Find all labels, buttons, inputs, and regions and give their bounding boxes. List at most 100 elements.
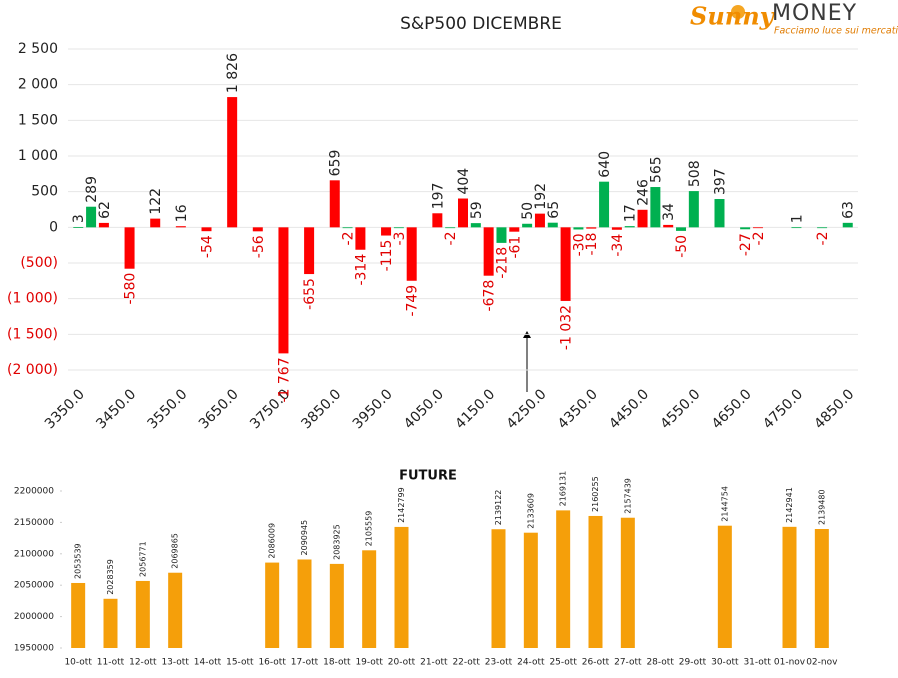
value-label: -34: [610, 234, 626, 257]
y-tick-label: 2150000: [14, 518, 54, 528]
value-label: -3: [392, 232, 408, 246]
value-label: 2133609: [526, 493, 535, 529]
bar: [98, 222, 109, 228]
value-label: 34: [661, 203, 677, 221]
bar: [620, 517, 635, 648]
bar: [637, 209, 648, 228]
x-tick-label: 4150.0: [452, 386, 498, 432]
value-label: -678: [482, 280, 498, 312]
bar: [150, 218, 161, 228]
bar: [752, 227, 763, 229]
value-label: -1 032: [559, 305, 575, 350]
y-tick-label: (1 500): [7, 326, 58, 342]
value-label: 2169131: [559, 471, 568, 507]
x-tick-label: 21-ott: [420, 658, 448, 668]
bar: [432, 213, 443, 228]
bar: [663, 224, 674, 228]
value-label: 63: [841, 201, 857, 219]
logo-tagline: Facciamo luce sui mercati: [774, 26, 898, 37]
bar: [483, 227, 494, 276]
value-label: 122: [148, 188, 164, 215]
x-tick-label: 11-ott: [97, 658, 125, 668]
y-tick-label: (2 000): [7, 362, 58, 378]
logo-sun: [731, 5, 745, 19]
value-label: -50: [674, 235, 690, 258]
bar: [393, 227, 404, 229]
bar: [458, 198, 468, 228]
bar: [814, 529, 829, 648]
bar: [297, 559, 312, 648]
value-label: 2105559: [365, 511, 374, 547]
value-label: 2139480: [817, 489, 826, 525]
value-label: -56: [251, 235, 267, 258]
value-label: -2: [751, 231, 767, 245]
x-tick-label: 31-ott: [743, 658, 771, 668]
x-tick-label: 02-nov: [806, 658, 838, 668]
value-label: 2144754: [720, 486, 729, 522]
x-tick-label: 3350.0: [42, 386, 88, 432]
y-tick-label: 2 500: [18, 41, 58, 57]
x-tick-label: 24-ott: [517, 658, 545, 668]
bar: [717, 525, 732, 648]
bar: [201, 227, 212, 232]
bar: [740, 227, 751, 230]
bar: [304, 227, 315, 275]
x-tick-label: 28-ott: [646, 658, 674, 668]
bar: [573, 227, 584, 230]
logo-brand: MONEY: [772, 1, 857, 26]
bar: [329, 563, 344, 648]
x-tick-label: 18-ott: [323, 658, 351, 668]
bar: [688, 191, 699, 228]
value-label: 397: [712, 168, 728, 195]
value-label: -580: [123, 273, 139, 305]
bar: [534, 213, 545, 228]
bar: [791, 227, 802, 229]
bar: [676, 227, 687, 231]
chart-title: S&P500 DICEMBRE: [400, 14, 562, 34]
value-label: -54: [200, 235, 216, 258]
x-tick-label: 23-ott: [485, 658, 513, 668]
bar: [842, 222, 853, 228]
y-tick-label: 1 000: [18, 148, 58, 164]
value-label: -314: [353, 254, 369, 286]
value-label: -30: [571, 233, 587, 256]
bar: [86, 206, 97, 228]
bar: [547, 222, 558, 228]
x-tick-label: 10-ott: [64, 658, 92, 668]
x-tick-label: 13-ott: [161, 658, 189, 668]
bar: [329, 180, 340, 228]
value-label: 2086009: [268, 523, 277, 559]
bar: [406, 227, 417, 281]
bar: [586, 227, 597, 229]
value-label: -749: [405, 285, 421, 317]
x-tick-label: 30-ott: [711, 658, 739, 668]
x-tick-label: 16-ott: [258, 658, 286, 668]
value-label: 2160255: [591, 476, 600, 512]
bar: [782, 526, 797, 648]
y-tick-label: (500): [20, 255, 58, 271]
value-label: 289: [84, 176, 100, 203]
bar: [445, 227, 456, 229]
value-label: 2157439: [623, 478, 632, 514]
value-label: 2139122: [494, 490, 503, 526]
value-label: 2142799: [397, 487, 406, 523]
x-tick-label: 01-nov: [774, 658, 806, 668]
bar: [496, 227, 507, 243]
bar: [522, 223, 533, 228]
y-tick-label: 1 500: [18, 112, 58, 128]
bar: [599, 181, 610, 228]
y-tick-label: 0: [49, 219, 58, 235]
bar: [523, 532, 538, 648]
value-label: 1 826: [225, 53, 241, 93]
x-tick-label: 19-ott: [355, 658, 383, 668]
x-tick-label: 4250.0: [504, 386, 550, 432]
value-label: -18: [584, 233, 600, 256]
value-label: -61: [507, 236, 523, 259]
value-label: 640: [597, 151, 613, 178]
bar: [362, 550, 377, 648]
bar: [252, 227, 263, 232]
value-label: 3: [71, 214, 87, 223]
value-label: 59: [469, 201, 485, 219]
value-label: 246: [636, 179, 652, 206]
bar: [73, 227, 84, 228]
